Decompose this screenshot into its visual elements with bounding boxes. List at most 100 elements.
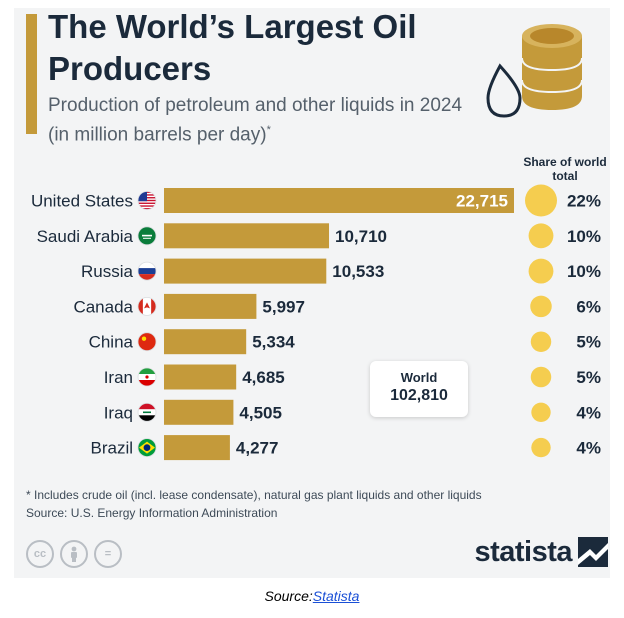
flag-part xyxy=(138,208,156,210)
subtitle-footnote-mark: * xyxy=(266,124,271,136)
accent-bar xyxy=(26,14,37,134)
flag-ring xyxy=(137,297,157,316)
share-label: 4% xyxy=(576,439,601,458)
flag-part xyxy=(142,234,152,237)
category-label: Iraq xyxy=(104,403,133,422)
value-label: 22,715 xyxy=(456,192,508,211)
flag-ring xyxy=(137,226,157,246)
statista-brand[interactable]: statista xyxy=(440,534,608,570)
category-label: Iran xyxy=(104,368,133,387)
flag-part xyxy=(138,368,156,374)
value-label: 10,710 xyxy=(335,227,387,246)
flag-part xyxy=(138,205,156,207)
bar xyxy=(164,223,330,249)
iraq-flag-icon xyxy=(137,402,157,422)
us-flag-icon xyxy=(137,191,157,210)
license-icons: cc = xyxy=(26,540,122,568)
value-label: 4,685 xyxy=(242,368,285,387)
category-label: Saudi Arabia xyxy=(37,227,134,246)
bar-row: United States 22,715 22% xyxy=(31,184,601,217)
oil-drop-icon xyxy=(486,63,522,118)
bar xyxy=(164,258,327,284)
flag-part xyxy=(138,191,147,202)
bar-row: Iran 4,685 5% xyxy=(104,364,601,390)
flag-part xyxy=(143,411,151,414)
flag-part xyxy=(138,202,156,204)
flag-part xyxy=(138,380,156,386)
brand-name: statista xyxy=(474,535,572,568)
chart-subtitle: Production of petroleum and other liquid… xyxy=(48,94,468,147)
canada-flag-icon xyxy=(137,297,157,316)
saudi-arabia-flag-icon xyxy=(137,226,157,246)
flag-ring xyxy=(137,402,157,422)
source-link[interactable]: Statista xyxy=(312,588,360,604)
flag-ring xyxy=(137,261,157,281)
flag-ring xyxy=(137,332,157,352)
iran-flag-icon xyxy=(137,367,157,387)
share-bubble xyxy=(528,223,554,249)
value-label: 10,533 xyxy=(332,262,384,281)
share-bubble xyxy=(530,366,552,388)
bar-chart: United States 22,715 22% Saudi Arabia 10,710… xyxy=(31,184,601,461)
chart-title: The World’s Largest Oil Producers xyxy=(48,8,417,87)
brazil-flag-icon xyxy=(137,438,157,458)
flag-part xyxy=(138,274,156,281)
image-source-line: Source:Statista xyxy=(0,588,624,604)
flag-part xyxy=(138,297,143,316)
category-label: Russia xyxy=(81,262,134,281)
flag-part xyxy=(138,403,156,410)
no-derivatives-icon[interactable]: = xyxy=(94,540,122,568)
flag-part xyxy=(138,268,156,275)
cc-license-icon[interactable]: cc xyxy=(26,540,54,568)
flag-content xyxy=(138,297,156,316)
flag-part xyxy=(151,297,156,316)
world-total-label: World xyxy=(400,370,438,385)
flag-content xyxy=(138,191,156,210)
bar xyxy=(164,435,230,461)
footnote-text: * Includes crude oil (incl. lease conden… xyxy=(26,488,482,502)
bar xyxy=(164,293,257,319)
share-bubble xyxy=(530,295,552,318)
bar xyxy=(164,399,234,425)
source-prefix: Source: xyxy=(264,588,313,604)
value-label: 5,334 xyxy=(252,333,295,352)
share-bubble xyxy=(530,331,552,352)
category-label: China xyxy=(89,333,134,352)
statista-logo-icon xyxy=(578,537,608,567)
share-label: 5% xyxy=(576,333,601,352)
bar-row: Brazil 4,277 4% xyxy=(90,435,601,461)
bar xyxy=(164,364,237,390)
china-flag-icon xyxy=(137,332,157,352)
share-label: 10% xyxy=(567,262,601,281)
flag-content xyxy=(138,438,156,457)
world-total-value: 102,810 xyxy=(390,387,448,404)
subtitle-text: Production of petroleum and other liquid… xyxy=(48,95,463,146)
flag-content xyxy=(138,368,156,386)
category-label: Brazil xyxy=(90,439,133,458)
bar-row: Canada 5,997 6% xyxy=(73,293,601,319)
oil-barrel-icon xyxy=(486,24,583,118)
bar-row: Iraq 4,505 4% xyxy=(104,399,601,425)
world-total-box: World 102,810 xyxy=(370,361,468,417)
attribution-icon[interactable] xyxy=(60,540,88,568)
share-bubble xyxy=(531,402,551,422)
flag-content xyxy=(138,262,156,281)
bar xyxy=(164,329,247,355)
category-label: United States xyxy=(31,192,133,211)
flag-content xyxy=(138,332,156,351)
value-label: 4,277 xyxy=(236,439,279,458)
flag-emblem xyxy=(145,375,149,379)
flag-ring xyxy=(137,438,157,458)
bar-row: Russia 10,533 10% xyxy=(81,258,601,284)
russia-flag-icon xyxy=(137,261,157,281)
flag-content xyxy=(138,403,156,422)
share-bubble xyxy=(528,258,554,284)
source-note: Source: U.S. Energy Information Administ… xyxy=(26,506,278,520)
flag-star xyxy=(141,336,147,341)
flag-part xyxy=(138,262,156,269)
maple-leaf xyxy=(144,302,150,309)
bar-row: China 5,334 5% xyxy=(89,329,601,355)
share-column-header: Share of world total xyxy=(523,155,607,183)
flag-globe xyxy=(143,444,151,451)
share-label: 4% xyxy=(576,403,601,422)
